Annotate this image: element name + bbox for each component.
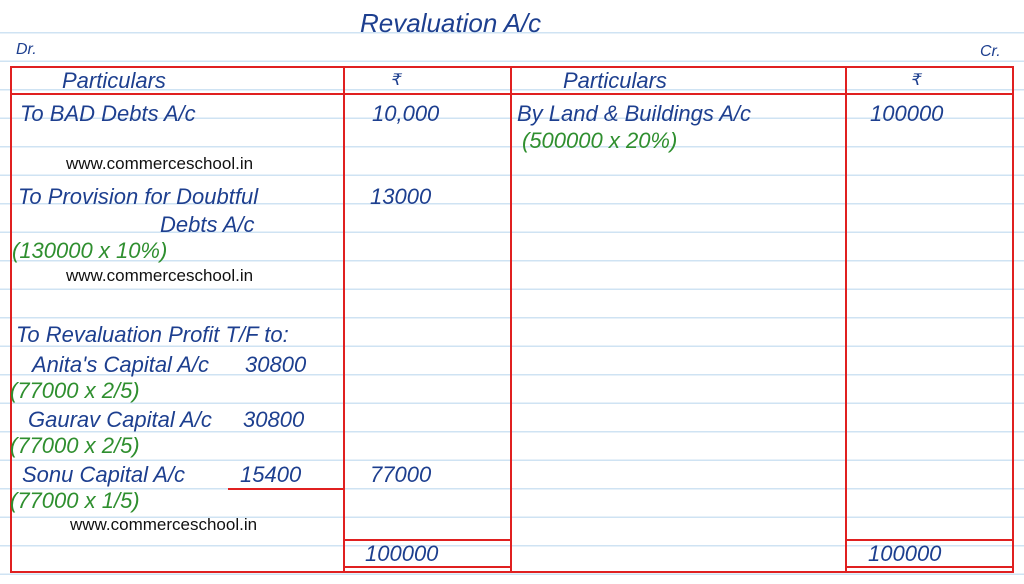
- land-label: By Land & Buildings A/c: [517, 101, 751, 126]
- provision-label: To Provision for Doubtful: [18, 184, 259, 209]
- col-border: [1012, 66, 1014, 573]
- partner-anita-amount: 30800: [245, 352, 307, 377]
- partner-sonu-label: Sonu Capital A/c: [22, 462, 186, 487]
- total-double-line: [845, 566, 1013, 568]
- watermark: www.commerceschool.in: [70, 515, 258, 534]
- partner-anita-calc: (77000 x 2/5): [10, 378, 140, 403]
- profit-label: To Revaluation Profit T/F to:: [16, 322, 289, 347]
- header-divider: [10, 93, 1014, 95]
- watermark: www.commerceschool.in: [66, 154, 254, 173]
- table-bottom-border: [10, 571, 1014, 573]
- col-border: [510, 66, 512, 573]
- partner-anita-label: Anita's Capital A/c: [32, 352, 210, 377]
- partner-gaurav-calc: (77000 x 2/5): [10, 433, 140, 458]
- partner-sonu-calc: (77000 x 1/5): [10, 488, 140, 513]
- total-line: [343, 539, 511, 541]
- header-amount-dr: ₹: [390, 72, 401, 89]
- table-top-border: [10, 66, 1014, 68]
- debit-grand-total: 100000: [365, 541, 439, 566]
- watermark: www.commerceschool.in: [66, 266, 254, 285]
- bad-debts-label: To BAD Debts A/c: [20, 101, 196, 126]
- col-border: [343, 66, 345, 573]
- col-border: [10, 66, 12, 573]
- header-particulars-dr: Particulars: [62, 68, 166, 93]
- total-double-line: [343, 566, 511, 568]
- credit-grand-total: 100000: [868, 541, 942, 566]
- col-border: [845, 66, 847, 573]
- provision-label-cont: Debts A/c: [160, 212, 255, 237]
- partner-gaurav-label: Gaurav Capital A/c: [28, 407, 212, 432]
- dr-label: Dr.: [16, 41, 37, 58]
- provision-amount: 13000: [370, 184, 432, 209]
- provision-calc: (130000 x 10%): [12, 238, 168, 263]
- land-amount: 100000: [870, 101, 944, 126]
- header-particulars-cr: Particulars: [563, 68, 667, 93]
- partner-sonu-amount: 15400: [240, 462, 302, 487]
- partner-gaurav-amount: 30800: [243, 407, 305, 432]
- total-line: [845, 539, 1013, 541]
- bad-debts-amount: 10,000: [372, 101, 440, 126]
- cr-label: Cr.: [980, 43, 1001, 60]
- page-title: Revaluation A/c: [360, 8, 542, 38]
- subtotal-underline: [228, 488, 344, 490]
- profit-total-amount: 77000: [370, 462, 432, 487]
- land-calc: (500000 x 20%): [522, 128, 678, 153]
- header-amount-cr: ₹: [910, 72, 921, 89]
